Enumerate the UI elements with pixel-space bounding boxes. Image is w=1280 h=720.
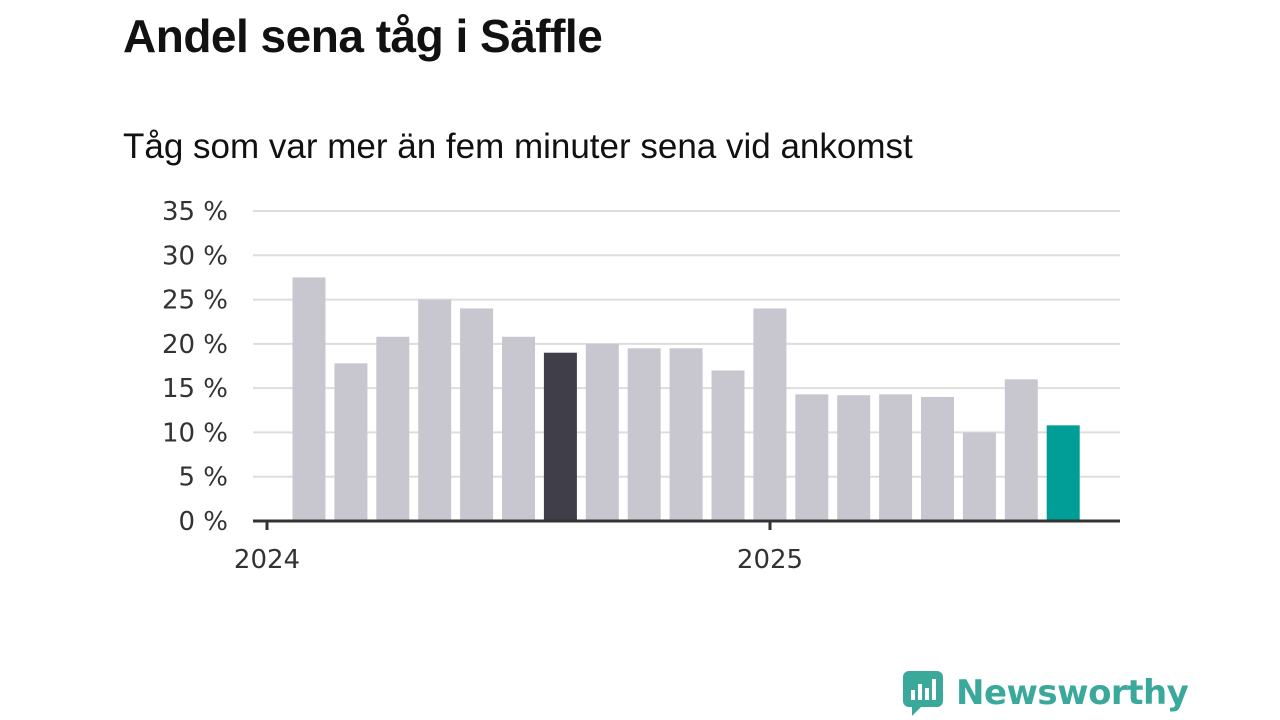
bar-2024-03 [376,336,410,521]
bar-2024-07 [543,352,577,521]
bar-2025-01 [795,394,829,521]
bar-2024-09 [627,348,661,521]
bar-2024-02 [334,363,368,521]
bar-2024-06 [502,336,535,521]
y-tick-label: 0 % [178,507,228,537]
bar-2025-05 [962,432,996,521]
x-tick-label: 2024 [234,545,300,575]
x-tick-label: 2025 [737,545,803,575]
bar-2025-07 [1046,425,1080,521]
y-axis-labels: 0 % 5 % 10 % 15 % 20 % 25 % 30 % 35 % [162,197,228,537]
y-tick-label: 20 % [162,330,228,360]
bar-2024-05 [460,308,494,521]
x-axis: 2024 2025 [234,519,1120,575]
chart-subtitle: Tåg som var mer än fem minuter sena vid … [123,127,913,166]
bar-2025-03 [879,394,913,521]
chart-title: Andel sena tåg i Säffle [123,10,603,62]
newsworthy-logo: Newsworthy [902,670,1189,716]
y-tick-label: 15 % [162,374,228,404]
bar-2024-01 [292,277,326,521]
brand-name: Newsworthy [956,673,1189,713]
bar-2025-06 [1004,379,1038,521]
y-tick-label: 25 % [162,286,228,316]
bar-2024-10 [669,348,703,521]
bar-2024-08 [585,343,619,521]
bar-2024-04 [418,299,452,521]
chart-bubble-icon [903,671,943,716]
y-tick-label: 5 % [178,463,228,493]
bar-2025-04 [921,397,954,521]
bar-2024-12 [753,308,787,521]
bars [292,277,1080,521]
y-tick-label: 35 % [162,197,228,227]
bar-2024-11 [711,370,745,521]
y-tick-label: 30 % [162,241,228,271]
y-tick-label: 10 % [162,418,228,448]
bar-chart: 0 % 5 % 10 % 15 % 20 % 25 % 30 % 35 % 2024 2025 [162,197,1120,575]
bar-2025-02 [837,395,871,521]
